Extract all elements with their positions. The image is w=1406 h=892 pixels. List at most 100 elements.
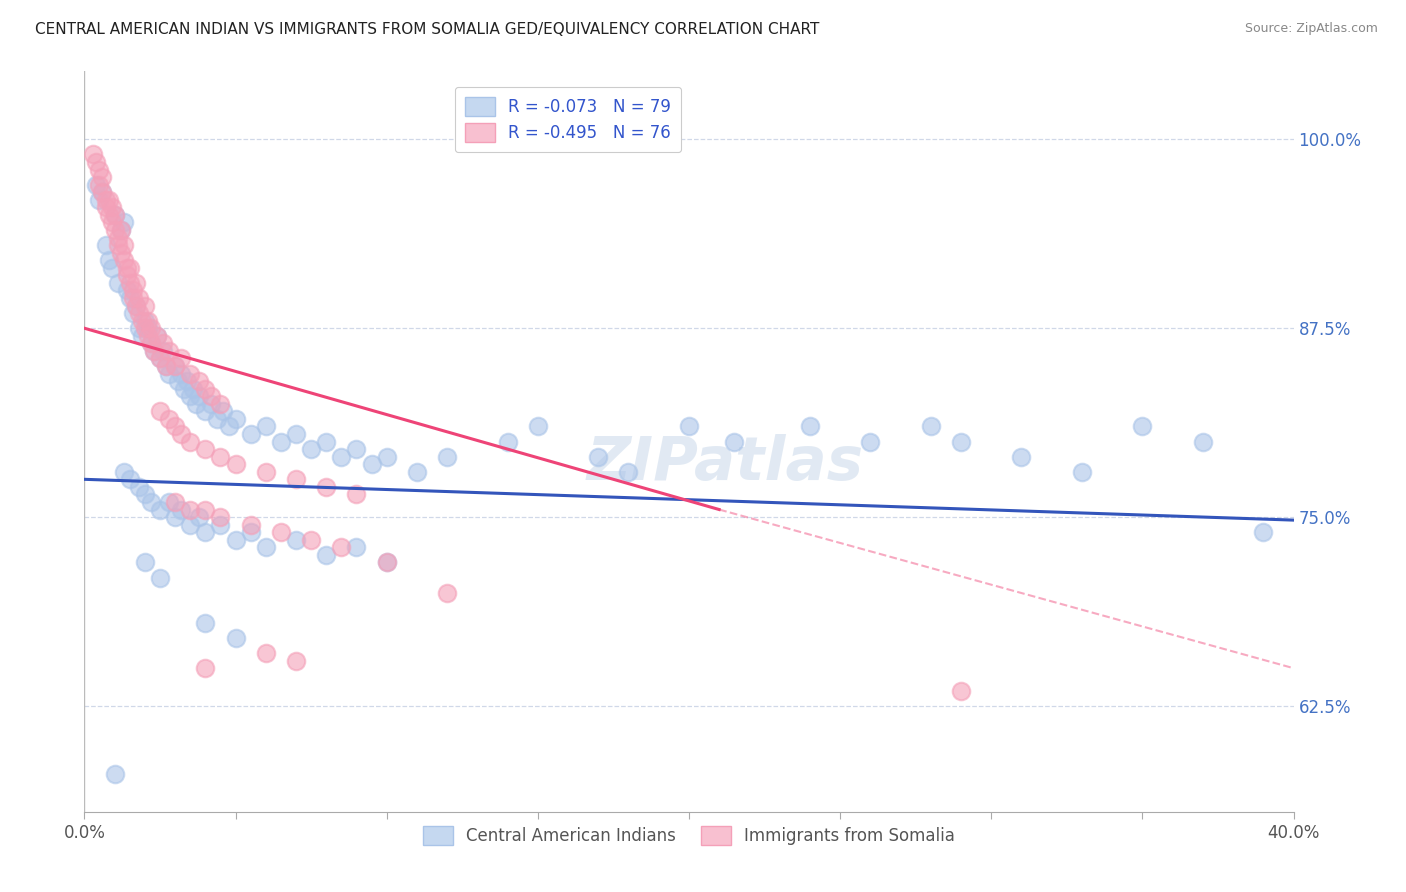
- Point: [375, 556, 398, 570]
- Point: [617, 465, 640, 479]
- Point: [239, 517, 262, 532]
- Point: [155, 359, 177, 373]
- Point: [527, 419, 550, 434]
- Point: [128, 321, 150, 335]
- Point: [375, 556, 398, 570]
- Point: [225, 412, 247, 426]
- Point: [315, 548, 337, 562]
- Point: [149, 351, 172, 366]
- Point: [94, 193, 117, 207]
- Point: [100, 215, 122, 229]
- Point: [346, 487, 368, 501]
- Point: [186, 397, 208, 411]
- Point: [149, 570, 172, 584]
- Point: [134, 556, 156, 570]
- Point: [225, 631, 247, 645]
- Point: [188, 374, 211, 388]
- Point: [100, 260, 122, 275]
- Point: [142, 343, 165, 358]
- Point: [346, 442, 368, 456]
- Point: [723, 434, 745, 449]
- Point: [299, 442, 322, 456]
- Point: [165, 359, 187, 373]
- Point: [254, 465, 277, 479]
- Point: [173, 382, 195, 396]
- Point: [1011, 450, 1033, 464]
- Point: [346, 541, 368, 555]
- Point: [89, 193, 111, 207]
- Point: [134, 321, 156, 335]
- Point: [165, 495, 187, 509]
- Point: [207, 412, 229, 426]
- Point: [299, 533, 322, 547]
- Point: [1253, 525, 1275, 540]
- Point: [146, 328, 169, 343]
- Point: [194, 404, 217, 418]
- Text: ZIPatlas: ZIPatlas: [586, 434, 863, 493]
- Point: [330, 541, 353, 555]
- Point: [212, 404, 235, 418]
- Point: [181, 382, 204, 396]
- Point: [136, 313, 159, 327]
- Point: [225, 457, 247, 471]
- Point: [110, 223, 132, 237]
- Point: [121, 291, 143, 305]
- Point: [157, 367, 180, 381]
- Point: [165, 419, 187, 434]
- Point: [179, 434, 201, 449]
- Point: [285, 654, 308, 668]
- Point: [104, 208, 127, 222]
- Point: [100, 200, 122, 214]
- Point: [149, 502, 172, 516]
- Point: [139, 321, 162, 335]
- Point: [194, 442, 217, 456]
- Point: [89, 162, 111, 177]
- Point: [94, 200, 117, 214]
- Point: [170, 351, 193, 366]
- Point: [107, 276, 129, 290]
- Point: [678, 419, 700, 434]
- Point: [91, 186, 114, 200]
- Text: Source: ZipAtlas.com: Source: ZipAtlas.com: [1244, 22, 1378, 36]
- Point: [375, 450, 398, 464]
- Point: [112, 215, 135, 229]
- Point: [136, 321, 159, 335]
- Point: [157, 495, 180, 509]
- Point: [209, 450, 232, 464]
- Point: [406, 465, 429, 479]
- Point: [157, 343, 180, 358]
- Point: [170, 367, 193, 381]
- Point: [254, 541, 277, 555]
- Point: [1071, 465, 1094, 479]
- Point: [950, 434, 973, 449]
- Point: [82, 147, 104, 161]
- Point: [179, 502, 201, 516]
- Point: [112, 253, 135, 268]
- Point: [131, 313, 153, 327]
- Point: [179, 367, 201, 381]
- Point: [125, 276, 148, 290]
- Point: [128, 480, 150, 494]
- Point: [1192, 434, 1215, 449]
- Point: [121, 306, 143, 320]
- Point: [194, 382, 217, 396]
- Point: [167, 374, 190, 388]
- Point: [134, 487, 156, 501]
- Point: [107, 238, 129, 252]
- Point: [188, 510, 211, 524]
- Point: [239, 427, 262, 442]
- Point: [165, 510, 187, 524]
- Point: [139, 336, 162, 351]
- Point: [200, 389, 222, 403]
- Point: [270, 434, 292, 449]
- Legend: Central American Indians, Immigrants from Somalia: Central American Indians, Immigrants fro…: [416, 819, 962, 852]
- Point: [330, 450, 353, 464]
- Point: [146, 328, 169, 343]
- Point: [950, 683, 973, 698]
- Point: [115, 284, 138, 298]
- Point: [315, 434, 337, 449]
- Point: [254, 419, 277, 434]
- Point: [188, 389, 211, 403]
- Point: [128, 306, 150, 320]
- Point: [149, 351, 172, 366]
